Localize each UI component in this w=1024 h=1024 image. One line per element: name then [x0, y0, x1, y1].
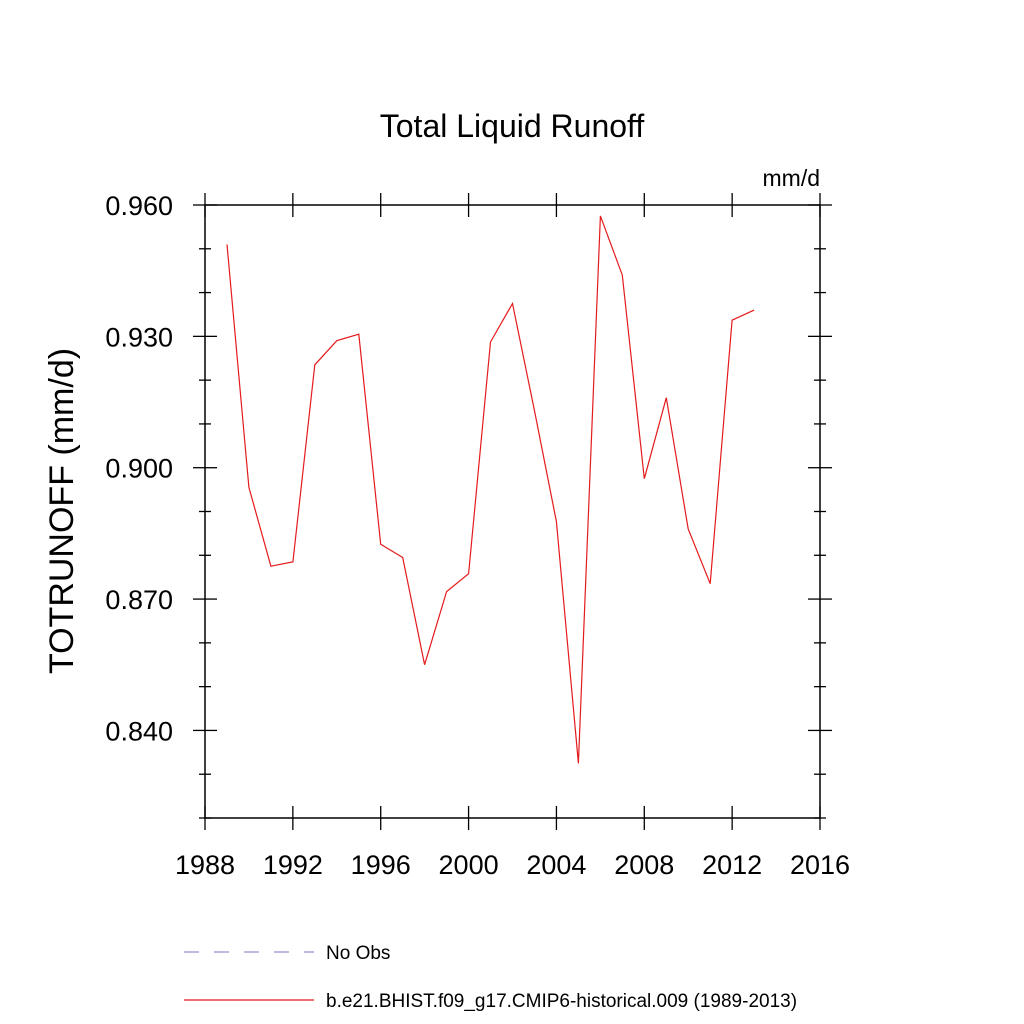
x-tick-label: 2012: [702, 850, 762, 880]
legend-label: No Obs: [326, 943, 390, 964]
legend: No Obs b.e21.BHIST.f09_g17.CMIP6-historic…: [184, 943, 797, 1012]
y-tick-label: 0.870: [105, 585, 173, 615]
y-axis-label: TOTRUNOFF (mm/d): [43, 348, 81, 674]
axis-ticks: 1988 1992 1996 2000 2004 2008 2012 2016 0.840 0.8…: [105, 191, 850, 880]
y-tick-label: 0.900: [105, 454, 173, 484]
x-tick-label: 2000: [439, 850, 499, 880]
series-line: [226, 215, 755, 764]
y-tick-label: 0.960: [105, 191, 173, 221]
y-tick-label: 0.930: [105, 322, 173, 352]
x-tick-label: 1992: [263, 850, 323, 880]
x-tick-label: 1996: [351, 850, 411, 880]
y-tick-label: 0.840: [105, 716, 173, 746]
units-label: mm/d: [763, 165, 821, 191]
x-tick-label: 2004: [526, 850, 586, 880]
legend-label: b.e21.BHIST.f09_g17.CMIP6-historical.009…: [326, 991, 797, 1012]
x-tick-label: 1988: [175, 850, 235, 880]
plot-frame: [204, 204, 821, 819]
x-tick-label: 2008: [614, 850, 674, 880]
chart-title: Total Liquid Runoff: [380, 108, 645, 144]
x-tick-label: 2016: [790, 850, 850, 880]
series-lines: [226, 215, 755, 764]
